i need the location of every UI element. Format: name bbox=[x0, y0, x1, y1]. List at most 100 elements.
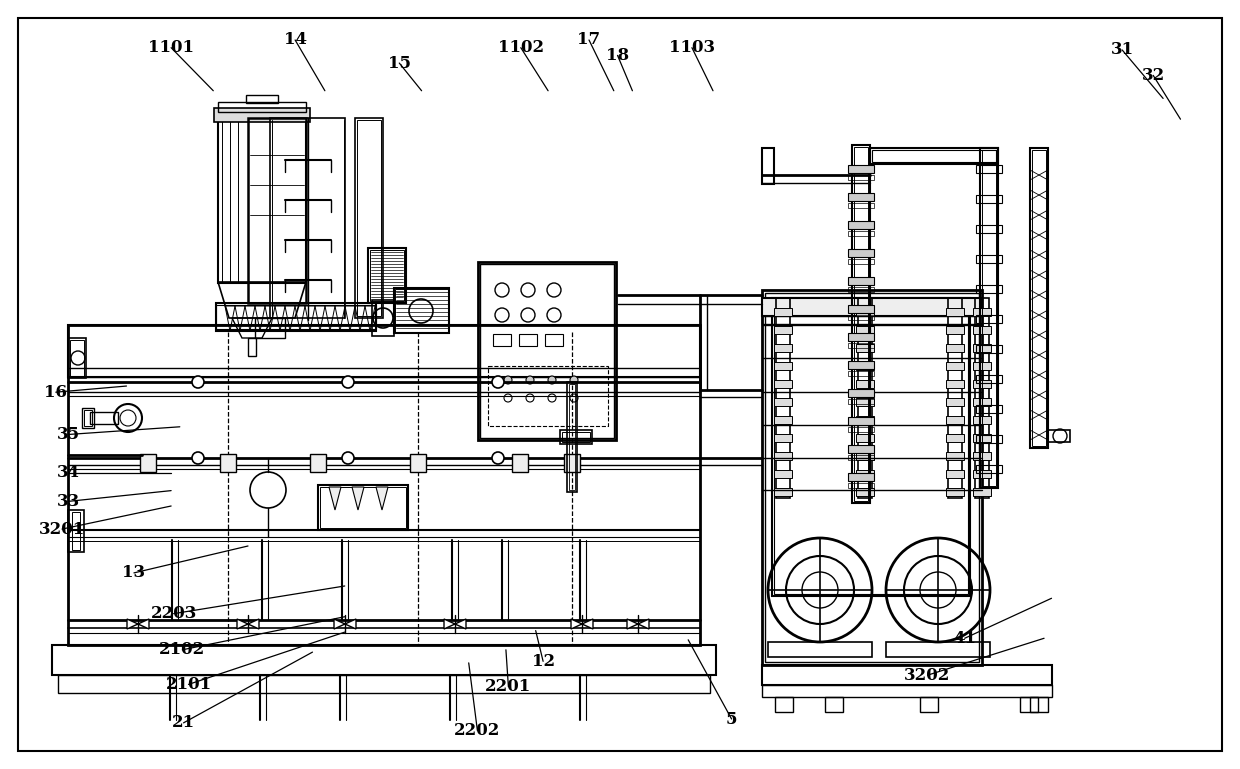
Bar bbox=[246, 95, 278, 103]
Bar bbox=[949, 298, 962, 498]
Text: 2202: 2202 bbox=[454, 722, 501, 739]
Bar bbox=[975, 298, 990, 498]
Bar bbox=[216, 303, 376, 331]
Text: 21: 21 bbox=[172, 714, 195, 731]
Bar bbox=[773, 298, 970, 596]
Bar bbox=[774, 416, 792, 424]
Bar bbox=[946, 452, 963, 460]
Bar bbox=[394, 288, 449, 333]
Bar bbox=[973, 398, 991, 406]
Bar bbox=[856, 362, 874, 370]
Bar bbox=[763, 665, 1052, 685]
Circle shape bbox=[192, 452, 205, 464]
Bar bbox=[856, 452, 874, 460]
Text: 2102: 2102 bbox=[159, 641, 206, 658]
Bar bbox=[848, 203, 874, 208]
Bar bbox=[848, 473, 874, 481]
Text: 15: 15 bbox=[388, 55, 410, 72]
Bar bbox=[848, 343, 874, 348]
Bar bbox=[1030, 148, 1048, 448]
Bar bbox=[763, 148, 774, 184]
Bar bbox=[1021, 697, 1038, 712]
Bar bbox=[856, 398, 874, 406]
Bar bbox=[854, 147, 868, 501]
Bar bbox=[569, 384, 575, 490]
Bar bbox=[887, 642, 990, 657]
Bar bbox=[973, 470, 991, 478]
Bar bbox=[774, 452, 792, 460]
Text: 14: 14 bbox=[284, 32, 306, 48]
Bar bbox=[848, 417, 874, 425]
Bar bbox=[776, 298, 790, 498]
Bar bbox=[357, 120, 381, 316]
Bar bbox=[856, 380, 874, 388]
Bar bbox=[68, 325, 701, 377]
Circle shape bbox=[548, 376, 556, 384]
Text: 31: 31 bbox=[1111, 42, 1133, 58]
Bar bbox=[489, 366, 608, 426]
Bar bbox=[982, 150, 996, 486]
Bar bbox=[856, 470, 874, 478]
Bar bbox=[976, 315, 1002, 323]
Bar bbox=[848, 231, 874, 236]
Text: 5: 5 bbox=[725, 711, 738, 727]
Bar bbox=[848, 399, 874, 404]
Text: 3202: 3202 bbox=[904, 667, 951, 684]
Bar bbox=[848, 193, 874, 201]
Bar bbox=[848, 249, 874, 257]
Circle shape bbox=[342, 376, 353, 388]
Bar bbox=[775, 697, 794, 712]
Bar bbox=[91, 412, 118, 424]
Bar bbox=[774, 344, 792, 352]
Bar bbox=[856, 326, 874, 334]
Bar bbox=[317, 485, 408, 530]
Bar bbox=[946, 398, 963, 406]
Bar bbox=[848, 361, 874, 369]
Bar bbox=[856, 434, 874, 442]
Bar bbox=[973, 434, 991, 442]
Bar bbox=[976, 375, 1002, 383]
Bar bbox=[477, 262, 616, 440]
Text: 2101: 2101 bbox=[165, 676, 212, 693]
Bar bbox=[946, 416, 963, 424]
Bar bbox=[215, 108, 310, 122]
Bar bbox=[1030, 697, 1048, 712]
Bar bbox=[372, 300, 394, 336]
Bar bbox=[976, 465, 1002, 473]
Bar bbox=[976, 255, 1002, 263]
Circle shape bbox=[570, 376, 578, 384]
Bar bbox=[310, 454, 326, 472]
Bar bbox=[848, 389, 874, 397]
Bar bbox=[848, 175, 874, 180]
Bar bbox=[774, 326, 792, 334]
Text: 3201: 3201 bbox=[38, 521, 86, 538]
Bar bbox=[774, 488, 792, 496]
Bar bbox=[973, 308, 991, 316]
Text: 32: 32 bbox=[1142, 67, 1164, 84]
Bar bbox=[320, 487, 405, 528]
Bar bbox=[270, 118, 345, 318]
Bar bbox=[368, 248, 405, 303]
Bar bbox=[976, 225, 1002, 233]
Polygon shape bbox=[352, 487, 365, 510]
Polygon shape bbox=[570, 619, 593, 629]
Bar bbox=[976, 165, 1002, 173]
Bar bbox=[68, 510, 84, 552]
Bar bbox=[140, 454, 156, 472]
Bar bbox=[82, 408, 94, 428]
Bar bbox=[564, 454, 580, 472]
Bar bbox=[218, 102, 306, 112]
Text: 16: 16 bbox=[45, 384, 67, 401]
Bar bbox=[856, 344, 874, 352]
Bar bbox=[774, 380, 792, 388]
Bar bbox=[763, 316, 982, 324]
Bar bbox=[946, 434, 963, 442]
Bar bbox=[870, 148, 998, 164]
Bar bbox=[848, 221, 874, 229]
Bar bbox=[980, 148, 998, 488]
Bar bbox=[774, 308, 792, 316]
Bar bbox=[856, 488, 874, 496]
Bar bbox=[976, 405, 1002, 413]
Bar bbox=[774, 434, 792, 442]
Bar bbox=[848, 305, 874, 313]
